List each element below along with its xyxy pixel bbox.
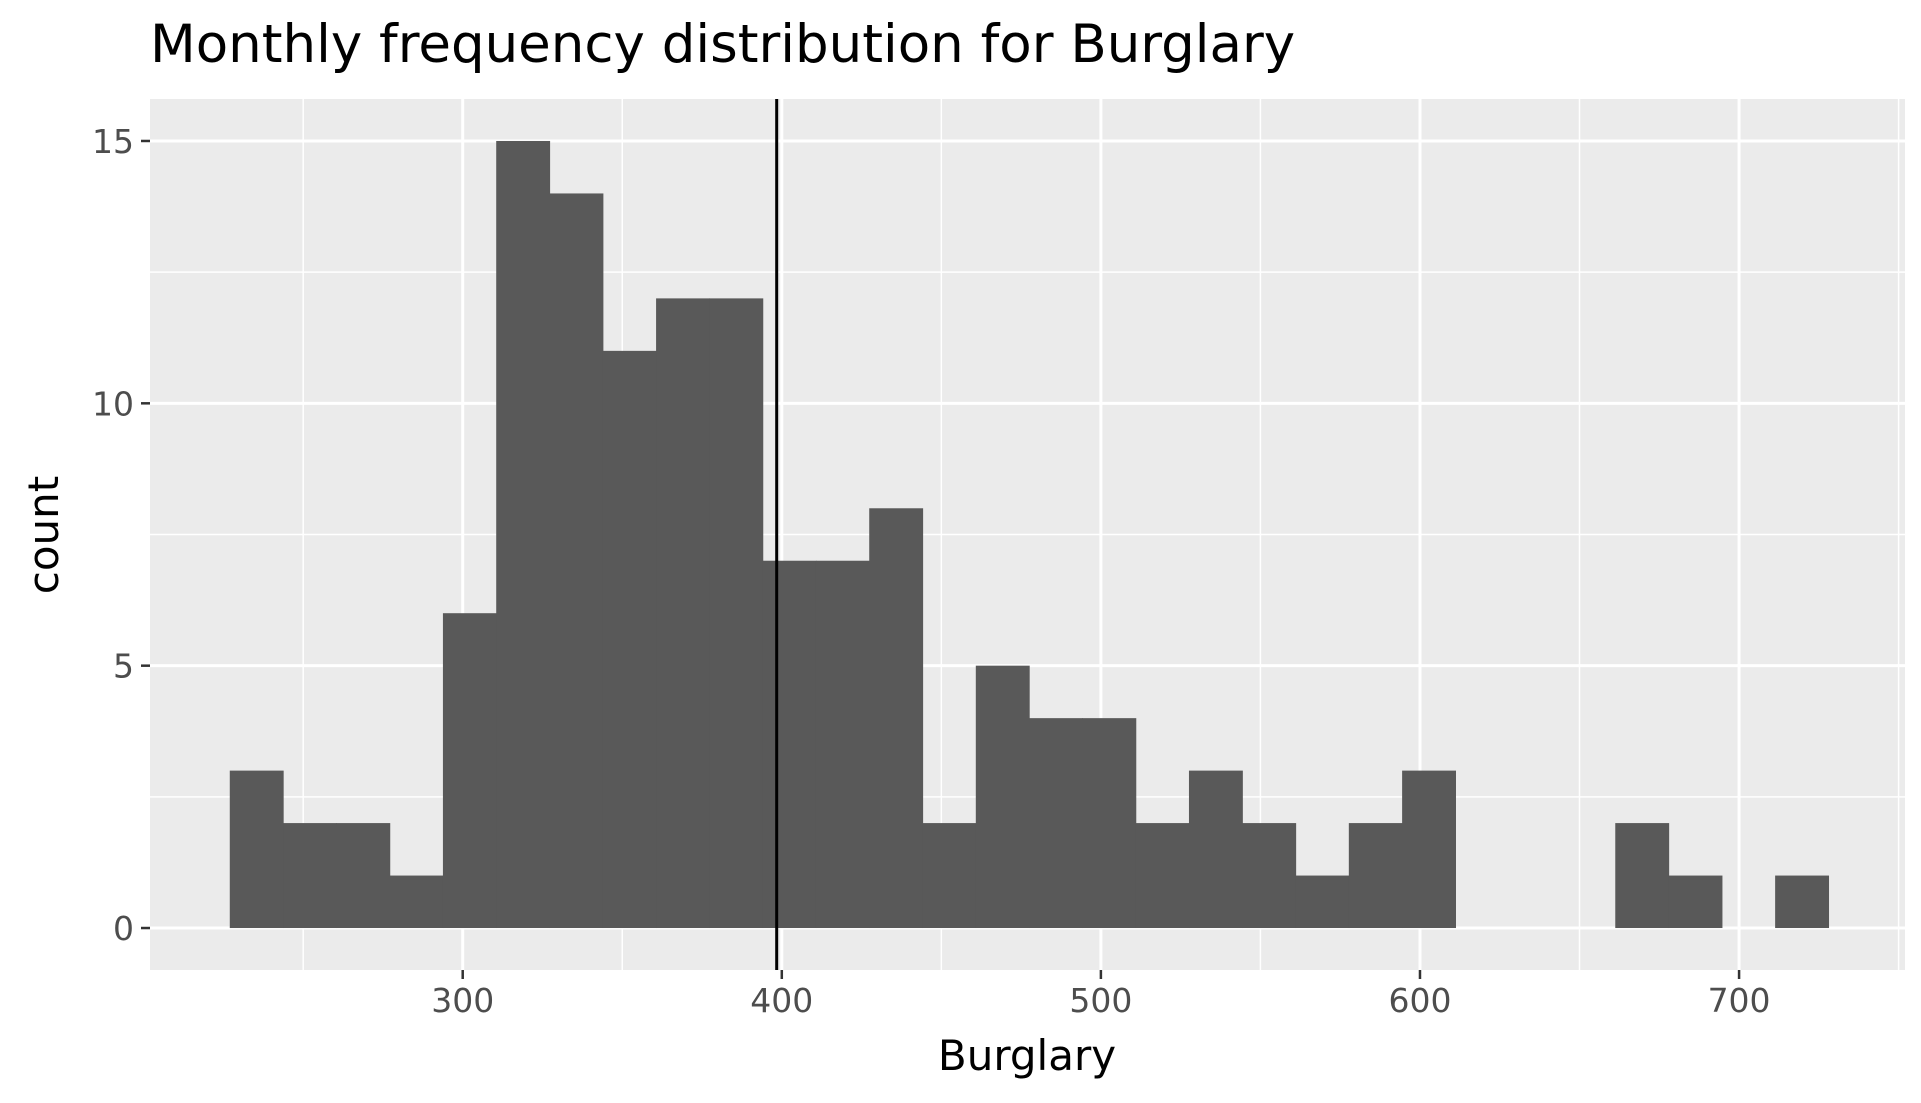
histogram-bar bbox=[389, 875, 444, 929]
histogram-bar bbox=[922, 823, 977, 929]
y-tick-label: 5 bbox=[113, 647, 134, 686]
x-tick-label: 500 bbox=[1069, 981, 1132, 1020]
histogram-bars bbox=[229, 140, 1830, 929]
histogram-bar bbox=[709, 298, 764, 929]
histogram-bar bbox=[656, 298, 710, 929]
y-tick-label: 0 bbox=[113, 909, 134, 948]
x-tick-label: 600 bbox=[1388, 981, 1451, 1020]
histogram-bar bbox=[549, 193, 604, 929]
y-axis: 0 5 10 15 bbox=[92, 122, 150, 948]
histogram-bar bbox=[1082, 718, 1137, 929]
histogram-bar bbox=[229, 770, 284, 929]
histogram-bar bbox=[1775, 875, 1830, 929]
x-axis-title: Burglary bbox=[938, 1031, 1116, 1080]
histogram-bar bbox=[336, 823, 391, 929]
histogram-bar bbox=[1668, 875, 1723, 929]
histogram-bar bbox=[1402, 770, 1457, 929]
histogram-bar bbox=[442, 613, 497, 929]
histogram-bar bbox=[1188, 770, 1243, 929]
histogram-bar bbox=[1348, 823, 1403, 929]
histogram-bar bbox=[1135, 823, 1190, 929]
chart-title: Monthly frequency distribution for Burgl… bbox=[150, 14, 1295, 75]
x-axis: 300 400 500 600 700 bbox=[431, 970, 1771, 1020]
histogram-bar bbox=[602, 350, 657, 929]
histogram-bar bbox=[1295, 875, 1350, 929]
histogram-bar bbox=[283, 823, 337, 929]
y-tick-label: 15 bbox=[92, 122, 134, 161]
histogram-bar bbox=[1242, 823, 1297, 929]
y-tick-label: 10 bbox=[92, 384, 134, 423]
x-tick-label: 300 bbox=[431, 981, 494, 1020]
histogram-bar bbox=[1029, 718, 1083, 929]
histogram-bar bbox=[496, 140, 551, 929]
histogram-bar bbox=[815, 560, 870, 929]
histogram-bar bbox=[1615, 823, 1670, 929]
y-axis-title: count bbox=[19, 476, 68, 595]
histogram-bar bbox=[762, 560, 817, 929]
x-tick-label: 400 bbox=[750, 981, 813, 1020]
histogram-bar bbox=[869, 508, 924, 929]
x-tick-label: 700 bbox=[1708, 981, 1771, 1020]
histogram-bar bbox=[975, 665, 1030, 929]
